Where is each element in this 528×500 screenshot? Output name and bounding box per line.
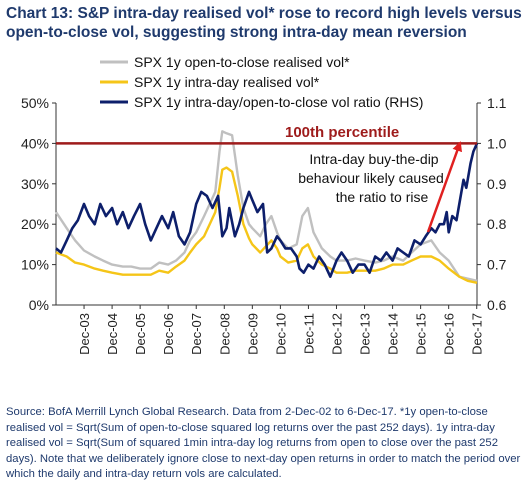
y-right-tick-label: 0.9 xyxy=(487,176,507,192)
y-left-tick-label: 0% xyxy=(29,297,49,313)
x-tick-label: Dec-16 xyxy=(442,313,457,355)
percentile-label: 100th percentile xyxy=(285,124,399,141)
legend: SPX 1y open-to-close realised vol* SPX 1… xyxy=(100,54,423,110)
x-tick-label: Dec-05 xyxy=(133,313,148,355)
legend-label-open-close: SPX 1y open-to-close realised vol* xyxy=(134,54,350,70)
x-tick-label: Dec-08 xyxy=(217,313,232,355)
x-tick-label: Dec-15 xyxy=(414,313,429,355)
y-right-tick-label: 0.7 xyxy=(487,257,507,273)
legend-label-ratio: SPX 1y intra-day/open-to-close vol ratio… xyxy=(134,94,423,110)
x-tick-label: Dec-09 xyxy=(245,313,260,355)
y-right-tick-label: 0.6 xyxy=(487,297,507,313)
x-tick-label: Dec-13 xyxy=(358,313,373,355)
series-intraday-line xyxy=(55,166,478,284)
y-right-tick-label: 0.8 xyxy=(487,216,507,232)
y-right-tick-label: 1.0 xyxy=(487,135,507,151)
y-left-tick-label: 40% xyxy=(21,135,49,151)
y-left-tick-label: 50% xyxy=(21,95,49,111)
y-left-tick-label: 20% xyxy=(21,216,49,232)
x-tick-label: Dec-11 xyxy=(301,313,316,354)
chart-title: Chart 13: S&P intra-day realised vol* ro… xyxy=(6,5,522,41)
source-note: Source: BofA Merrill Lynch Global Resear… xyxy=(6,406,521,481)
y-left-tick-label: 10% xyxy=(21,257,49,273)
x-tick-label: Dec-10 xyxy=(273,313,288,355)
x-tick-label: Dec-04 xyxy=(105,313,120,355)
annotation-line-3: the ratio to rise xyxy=(336,189,429,205)
x-tick-label: Dec-17 xyxy=(470,313,485,355)
x-tick-label: Dec-06 xyxy=(161,313,176,355)
x-tick-label: Dec-14 xyxy=(386,313,401,355)
x-tick-label: Dec-07 xyxy=(189,313,204,355)
series-layer xyxy=(55,130,479,284)
annotation-arrow xyxy=(426,141,462,233)
y-left-tick-label: 30% xyxy=(21,176,49,192)
x-tick-label: Dec-03 xyxy=(77,313,92,355)
series-ratio-line xyxy=(55,142,479,279)
annotation-line-2: behaviour likely caused xyxy=(298,170,444,186)
chart-svg: 0% 10% 20% 30% 40% 50% 0.6 0.7 0.8 0.9 1.0 1.1 Dec-0… xyxy=(21,54,507,355)
x-tick-label: Dec-12 xyxy=(329,313,344,355)
annotation-line-1: Intra-day buy-the-dip xyxy=(309,151,438,167)
legend-label-intraday: SPX 1y intra-day realised vol* xyxy=(134,74,320,90)
annotation-group: 100th percentile Intra-day buy-the-dip b… xyxy=(285,124,462,233)
y-right-tick-label: 1.1 xyxy=(487,95,507,111)
axes-layer: 0% 10% 20% 30% 40% 50% 0.6 0.7 0.8 0.9 1.0 1.1 Dec-0… xyxy=(21,95,507,355)
